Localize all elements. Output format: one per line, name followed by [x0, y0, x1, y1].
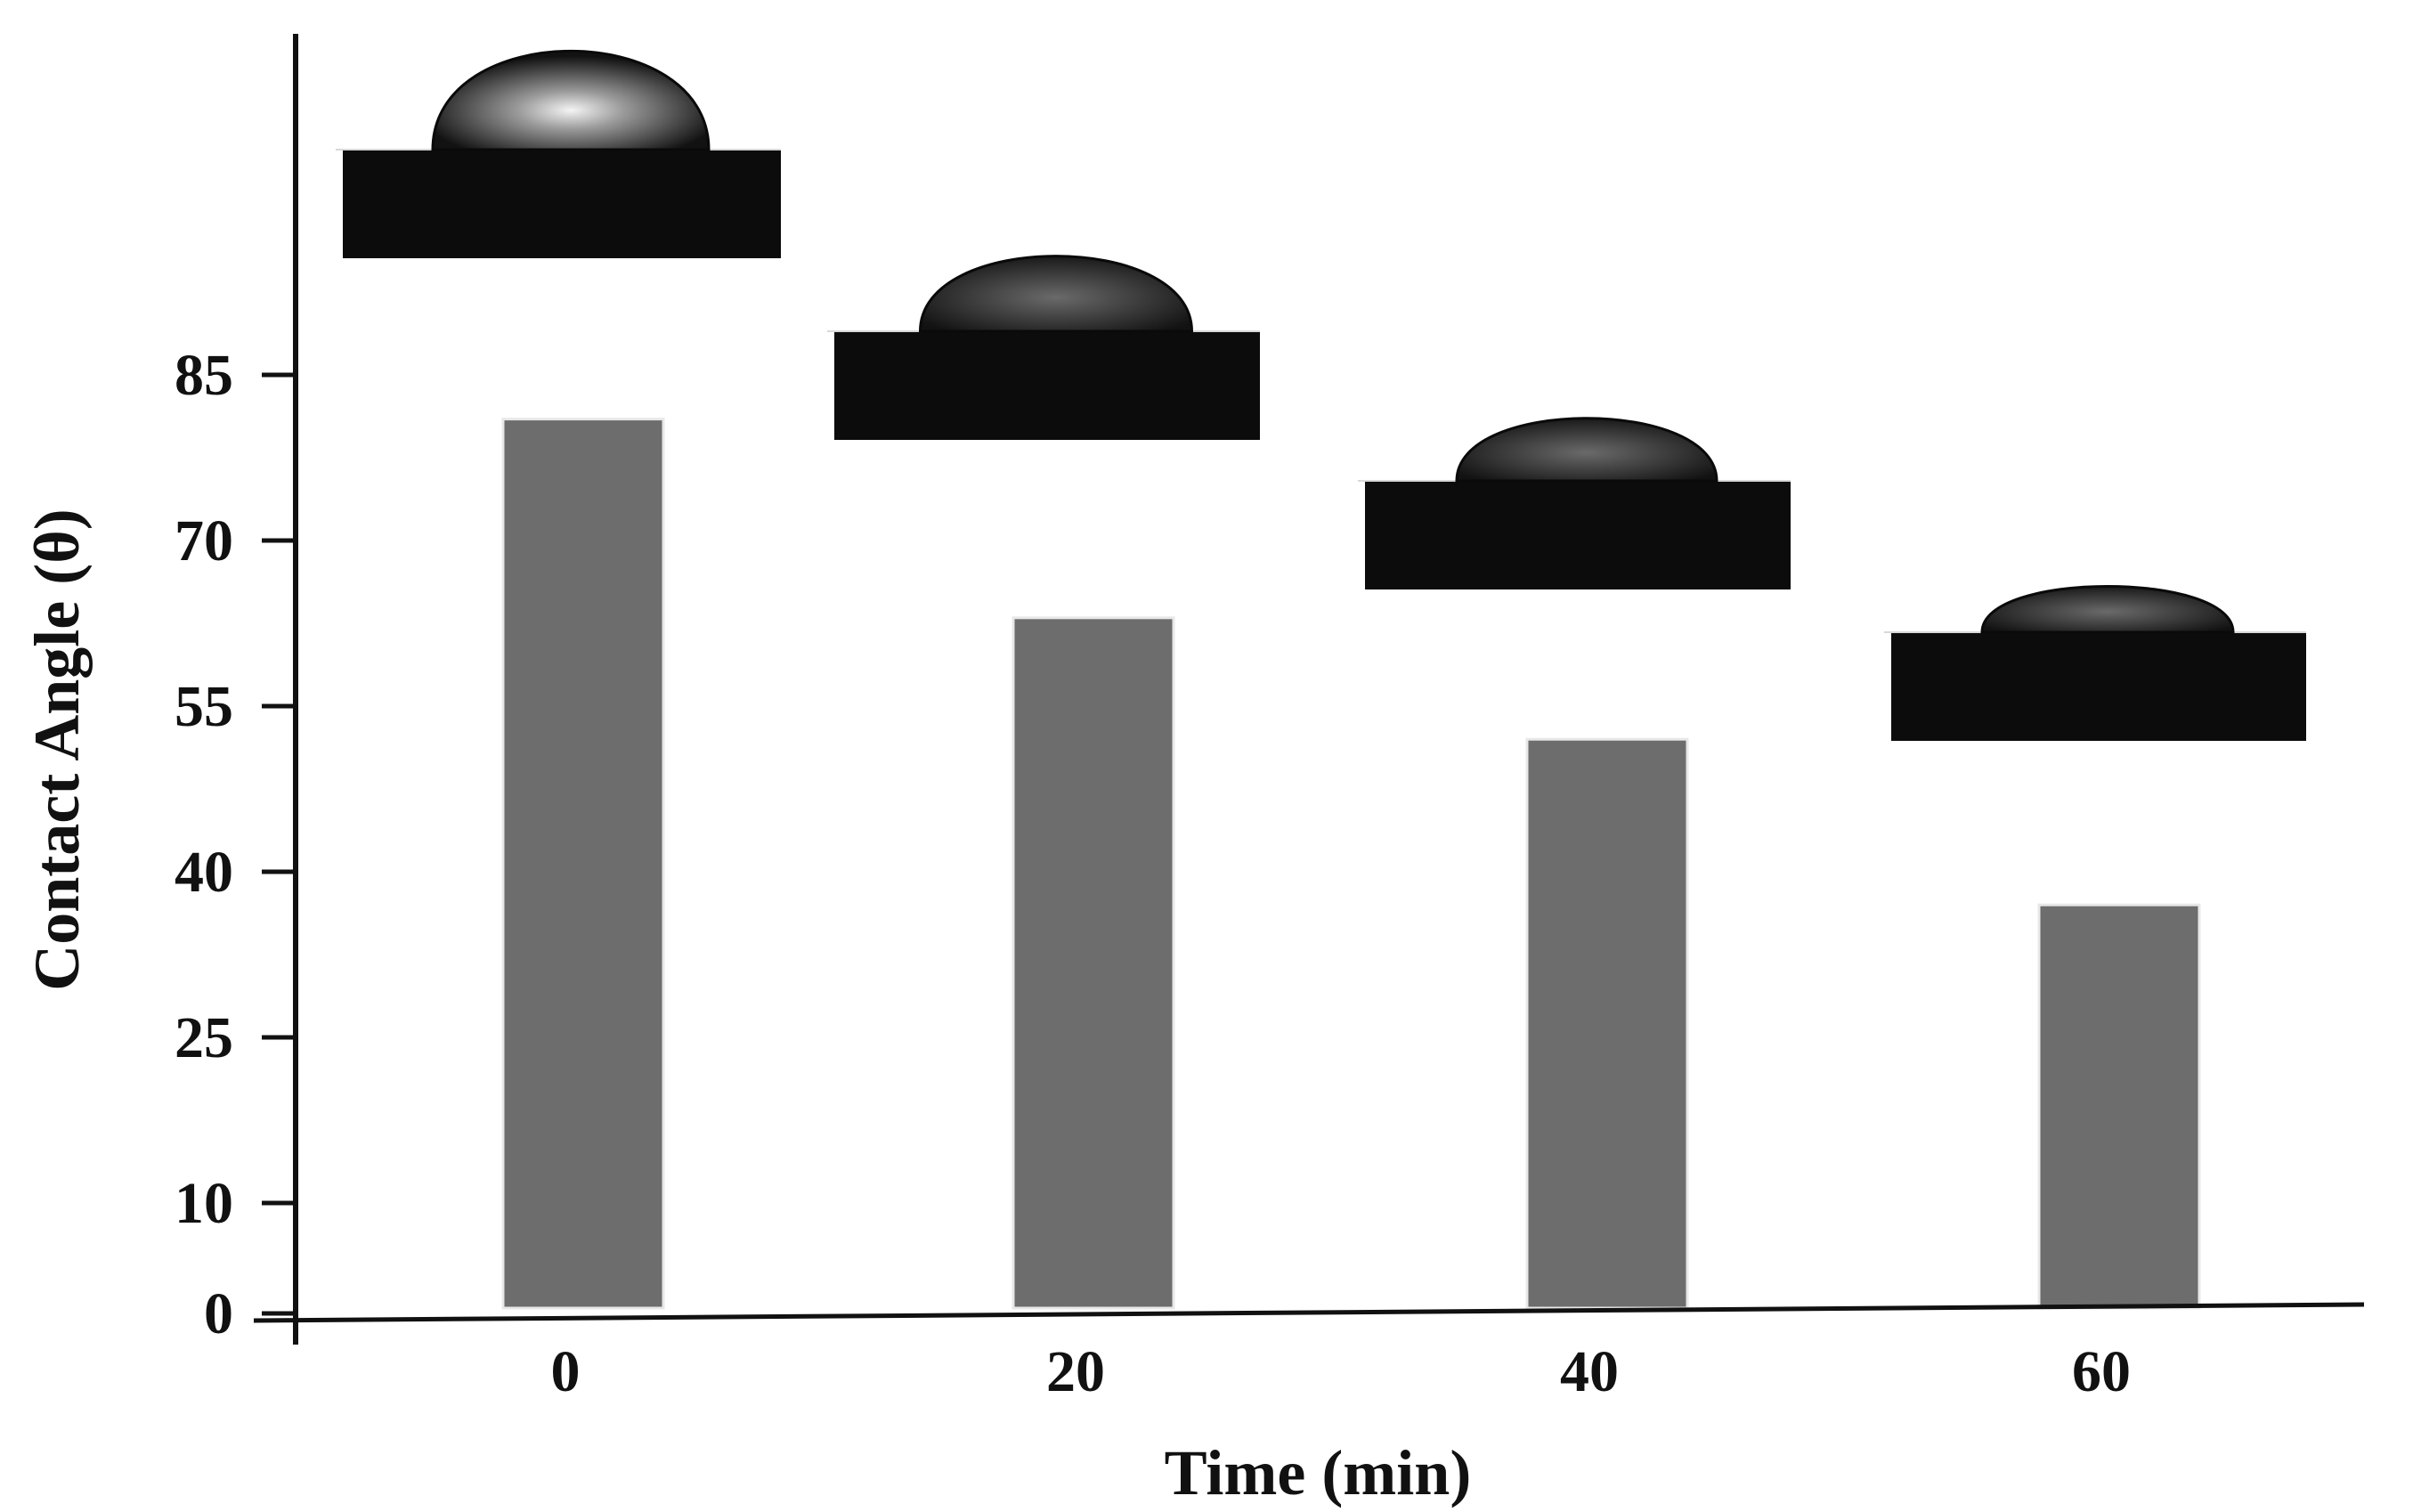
substrate-block [1365, 481, 1791, 589]
droplet-image-icon [1884, 585, 2306, 741]
bar-0 [501, 418, 665, 1310]
droplet-shape [918, 255, 1194, 333]
droplet-image-icon [336, 50, 781, 258]
bar-20 [1012, 616, 1175, 1310]
substrate-block [834, 331, 1260, 440]
y-ticks: 0 10 25 40 55 70 85 [175, 343, 296, 1346]
droplet-insets-layer [336, 50, 2306, 741]
y-tick-label: 40 [175, 840, 233, 905]
y-tick-label: 25 [175, 1005, 233, 1070]
bar-40 [1525, 737, 1689, 1310]
x-tick-label: 60 [2072, 1339, 2131, 1404]
x-axis-line [253, 1302, 2365, 1323]
y-tick-label: 0 [204, 1281, 233, 1346]
droplet-shape [431, 50, 711, 151]
axes-layer [253, 34, 2365, 1345]
y-tick-label: 55 [175, 674, 233, 739]
x-tick-label: 40 [1560, 1339, 1619, 1404]
bars-layer [501, 418, 2201, 1310]
y-tick-label: 85 [175, 343, 233, 408]
x-ticks: 0 20 40 60 [551, 1339, 2132, 1404]
droplet-shape [1980, 585, 2235, 634]
y-tick-label: 70 [175, 508, 233, 573]
bar-60 [2037, 903, 2201, 1310]
droplet-image-icon [1358, 417, 1791, 589]
y-axis-title: Contact Angle (θ) [21, 508, 93, 991]
substrate-block [1891, 632, 2306, 741]
droplet-image-icon [827, 255, 1260, 440]
x-axis-title: Time (min) [1165, 1437, 1472, 1508]
substrate-block [343, 150, 781, 258]
y-tick-label: 10 [175, 1171, 233, 1236]
x-tick-label: 0 [551, 1339, 581, 1404]
droplet-shape [1455, 417, 1718, 483]
x-tick-label: 20 [1046, 1339, 1105, 1404]
